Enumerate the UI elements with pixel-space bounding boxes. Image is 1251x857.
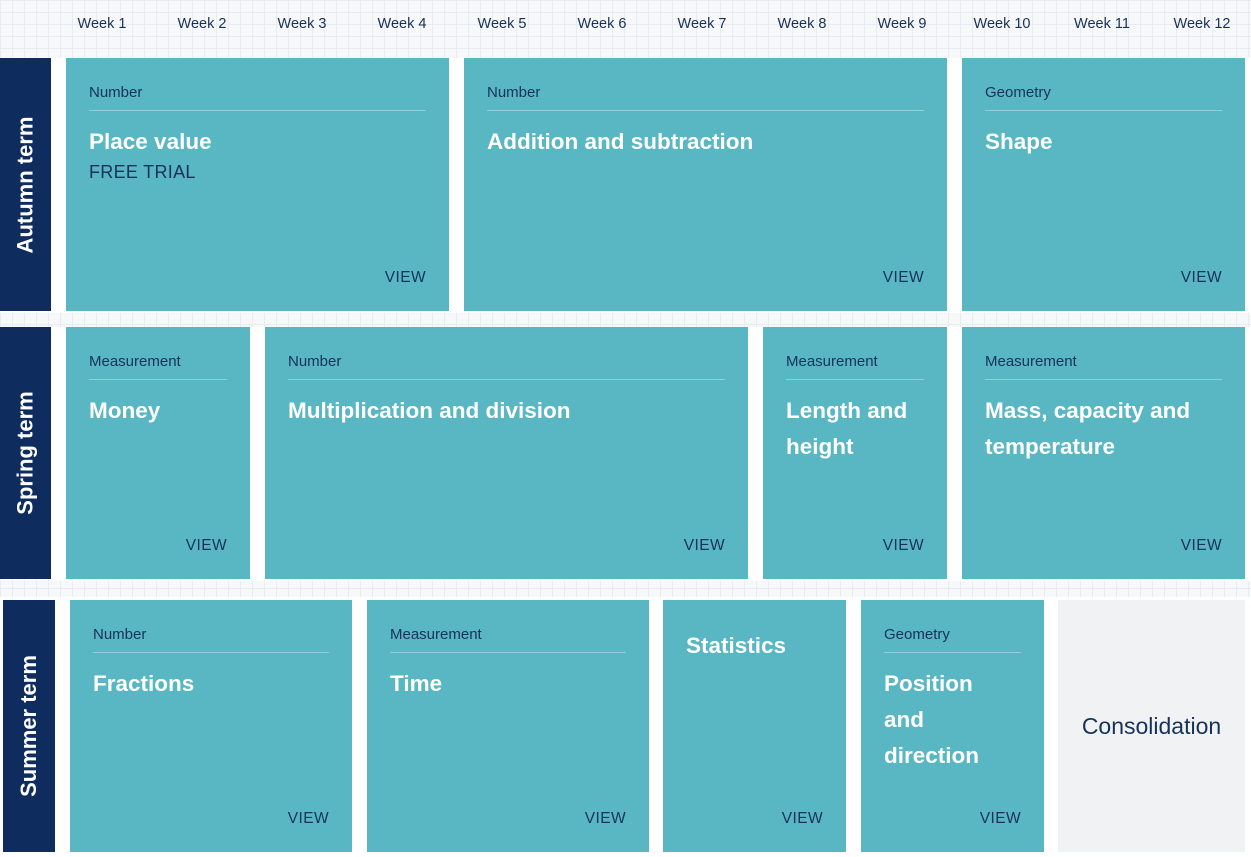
card-category: Measurement bbox=[89, 353, 227, 380]
view-link[interactable]: VIEW bbox=[1180, 537, 1222, 554]
free-trial-badge: FREE TRIAL bbox=[89, 162, 196, 182]
card-category: Number bbox=[89, 84, 426, 111]
view-link[interactable]: VIEW bbox=[781, 810, 823, 827]
view-link[interactable]: VIEW bbox=[882, 537, 924, 554]
view-link[interactable]: VIEW bbox=[979, 810, 1021, 827]
week-label: Week 11 bbox=[1074, 16, 1130, 32]
term-label-spring: Spring term bbox=[0, 327, 51, 579]
card-category: Geometry bbox=[884, 626, 1021, 653]
week-label: Week 3 bbox=[277, 16, 327, 32]
card-title: Shape bbox=[985, 129, 1053, 154]
card-category: Measurement bbox=[390, 626, 626, 653]
week-label: Week 6 bbox=[577, 16, 627, 32]
week-label: Week 10 bbox=[973, 16, 1031, 32]
card-title: Money bbox=[89, 398, 161, 423]
card-addition-and-subtraction[interactable]: Number Addition and subtraction VIEW bbox=[464, 58, 947, 311]
card-category: Number bbox=[487, 84, 924, 111]
card-category: Measurement bbox=[786, 353, 924, 380]
term-label-summer: Summer term bbox=[3, 600, 55, 852]
card-time[interactable]: Measurement Time VIEW bbox=[367, 600, 649, 852]
view-link[interactable]: VIEW bbox=[683, 537, 725, 554]
card-position-and-direction[interactable]: Geometry Position and direction VIEW bbox=[861, 600, 1044, 852]
card-title: Fractions bbox=[93, 671, 195, 696]
view-link[interactable]: VIEW bbox=[185, 537, 227, 554]
term-label-autumn: Autumn term bbox=[0, 58, 51, 311]
week-label: Week 7 bbox=[677, 16, 727, 32]
consolidation-label: Consolidation bbox=[1081, 712, 1222, 739]
card-shape[interactable]: Geometry Shape VIEW bbox=[962, 58, 1245, 311]
card-multiplication-and-division[interactable]: Number Multiplication and division VIEW bbox=[265, 327, 748, 579]
card-length-and-height[interactable]: Measurement Length and height VIEW bbox=[763, 327, 947, 579]
card-category: Number bbox=[93, 626, 329, 653]
view-link[interactable]: VIEW bbox=[584, 810, 626, 827]
week-label: Week 9 bbox=[877, 16, 927, 32]
week-header: Week 1 Week 2 Week 3 Week 4 Week 5 Week … bbox=[0, 0, 1251, 50]
view-link[interactable]: VIEW bbox=[287, 810, 329, 827]
term-label-text: Summer term bbox=[16, 655, 41, 797]
card-title: Addition and subtraction bbox=[487, 129, 754, 154]
card-place-value[interactable]: Number Place value FREE TRIAL VIEW bbox=[66, 58, 449, 311]
view-link[interactable]: VIEW bbox=[1180, 269, 1222, 286]
week-label: Week 2 bbox=[177, 16, 227, 32]
week-label: Week 5 bbox=[477, 16, 527, 32]
week-label: Week 1 bbox=[77, 16, 127, 32]
card-title: Position and direction bbox=[884, 671, 980, 768]
card-category: Number bbox=[288, 353, 725, 380]
card-fractions[interactable]: Number Fractions VIEW bbox=[70, 600, 352, 852]
week-label: Week 4 bbox=[377, 16, 427, 32]
card-title: Time bbox=[390, 671, 443, 696]
card-title: Mass, capacity and temperature bbox=[985, 398, 1191, 459]
week-label: Week 12 bbox=[1173, 16, 1231, 32]
week-label: Week 8 bbox=[777, 16, 827, 32]
card-title: Length and height bbox=[786, 398, 908, 459]
term-label-text: Spring term bbox=[12, 391, 38, 515]
card-mass-capacity-temperature[interactable]: Measurement Mass, capacity and temperatu… bbox=[962, 327, 1245, 579]
card-title: Place value bbox=[89, 129, 212, 154]
view-link[interactable]: VIEW bbox=[384, 269, 426, 286]
card-category: Measurement bbox=[985, 353, 1222, 380]
card-money[interactable]: Measurement Money VIEW bbox=[66, 327, 250, 579]
card-title: Statistics bbox=[686, 633, 787, 658]
consolidation-block: Consolidation bbox=[1058, 600, 1245, 852]
term-label-text: Autumn term bbox=[12, 116, 38, 253]
card-title: Multiplication and division bbox=[288, 398, 571, 423]
card-statistics[interactable]: Statistics VIEW bbox=[663, 600, 846, 852]
view-link[interactable]: VIEW bbox=[882, 269, 924, 286]
card-category: Geometry bbox=[985, 84, 1222, 111]
